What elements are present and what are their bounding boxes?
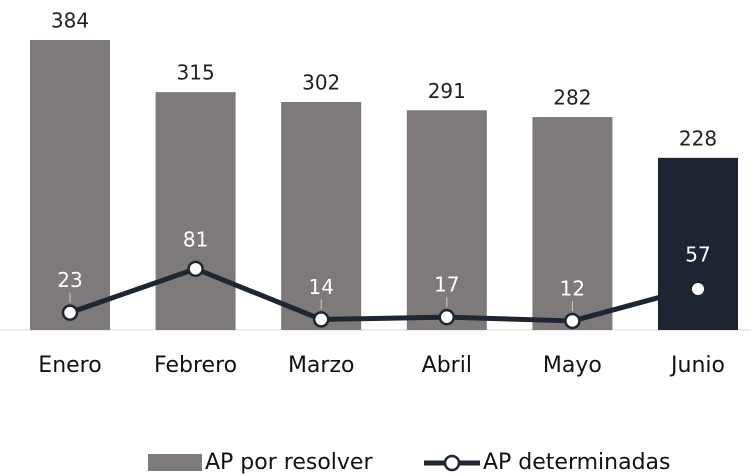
line-value-label: 17 <box>434 273 459 297</box>
line-value-label: 23 <box>57 268 82 292</box>
line <box>69 266 699 324</box>
x-tick-label: Marzo <box>288 353 355 378</box>
x-tick-label: Junio <box>669 353 725 378</box>
line-marker <box>564 312 581 330</box>
line-value-label: 14 <box>308 275 333 299</box>
bar <box>30 40 110 330</box>
line-value-label: 81 <box>183 227 208 251</box>
bar <box>155 92 236 330</box>
bar-value-label: 228 <box>679 126 717 150</box>
line-marker <box>61 304 79 321</box>
x-tick-label: Mayo <box>543 353 602 378</box>
x-tick-label: Febrero <box>154 353 237 378</box>
line-value-label: 12 <box>560 276 585 300</box>
legend-label: AP por resolver <box>205 450 373 475</box>
legend-swatch <box>443 454 461 472</box>
legend-label: AP determinadas <box>483 450 671 475</box>
x-tick-label: Abril <box>422 353 472 378</box>
bar <box>532 117 613 330</box>
bar <box>658 157 738 330</box>
line-marker <box>312 311 330 328</box>
bar-value-label: 315 <box>177 61 215 85</box>
line-marker <box>692 282 704 295</box>
bar-value-label: 384 <box>51 9 89 33</box>
bar-value-label: 282 <box>553 86 591 110</box>
bar-value-label: 302 <box>302 70 340 94</box>
x-tick-label: Enero <box>38 353 101 378</box>
legend-swatch <box>148 454 202 471</box>
bar-value-label: 291 <box>428 79 466 103</box>
line-value-label: 57 <box>685 242 710 266</box>
bar <box>281 101 362 330</box>
bar <box>406 110 487 331</box>
line-marker <box>187 260 204 278</box>
line-marker <box>438 308 456 326</box>
